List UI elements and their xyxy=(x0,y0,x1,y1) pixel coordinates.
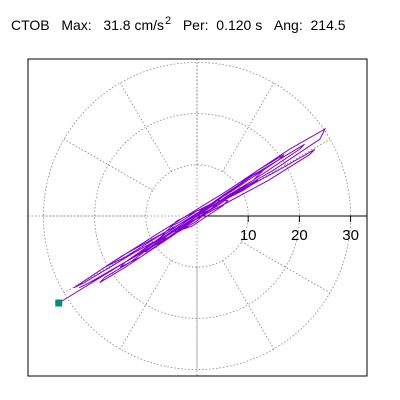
period-label: Per: xyxy=(182,17,209,33)
angle-value: 214.5 xyxy=(310,17,346,33)
trace-layer xyxy=(55,127,327,307)
radial-tick-label-20: 20 xyxy=(291,227,308,244)
grid-spoke-30 xyxy=(241,138,331,191)
grid-spoke-330 xyxy=(241,241,331,294)
period-value: 0.120 s xyxy=(216,17,263,33)
grid-spoke-120 xyxy=(119,82,172,172)
plot-frame xyxy=(27,58,368,377)
axes xyxy=(197,215,367,222)
radial-tick-label-10: 10 xyxy=(240,227,257,244)
grid-spoke-300 xyxy=(222,260,275,350)
angle-label: Ang: xyxy=(273,17,303,33)
particle-motion-trace xyxy=(58,127,327,304)
radial-tick-label-30: 30 xyxy=(342,227,359,244)
max-unit-exponent: 2 xyxy=(165,15,172,27)
chart-header: CTOB Max: 31.8 cm/s2 Per: 0.120 s Ang: 2… xyxy=(11,15,346,33)
station-code: CTOB xyxy=(11,17,50,33)
grid-spoke-240 xyxy=(119,260,172,350)
max-value: 31.8 cm/s xyxy=(103,17,165,33)
grid-spoke-60 xyxy=(222,82,275,172)
max-label: Max: xyxy=(61,17,92,33)
tick-labels: 10 20 30 xyxy=(240,227,359,244)
trace-end-marker xyxy=(55,299,63,307)
grid-spoke-150 xyxy=(63,138,153,191)
